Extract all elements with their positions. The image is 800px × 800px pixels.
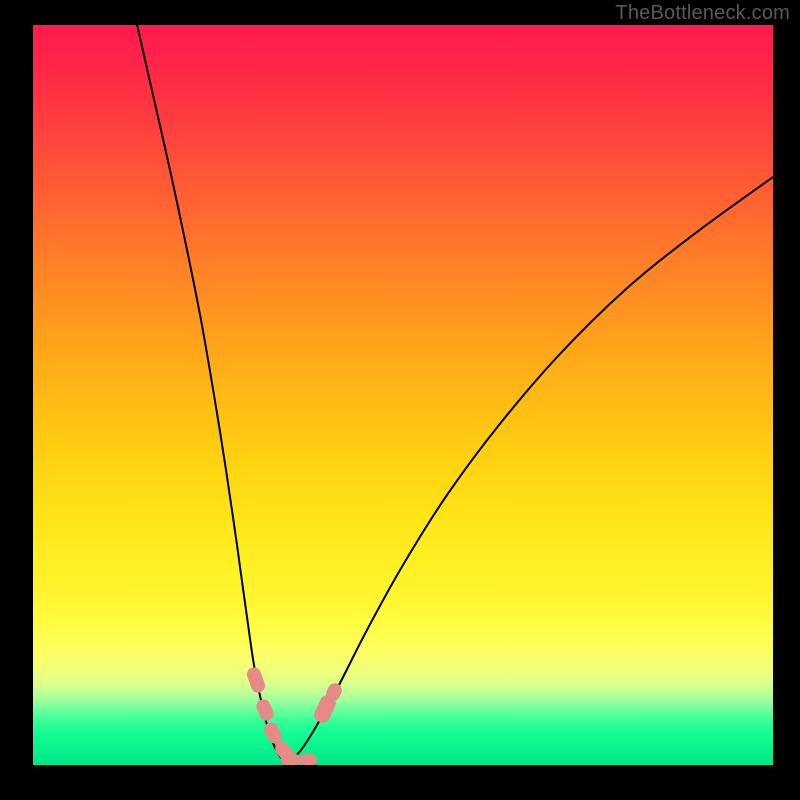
- highlight-marker: [281, 754, 301, 765]
- highlight-markers: [33, 25, 773, 765]
- plot-area: [33, 25, 773, 765]
- highlight-marker: [254, 697, 276, 723]
- watermark-text: TheBottleneck.com: [615, 2, 790, 25]
- highlight-marker: [299, 754, 317, 765]
- highlight-marker: [245, 665, 267, 694]
